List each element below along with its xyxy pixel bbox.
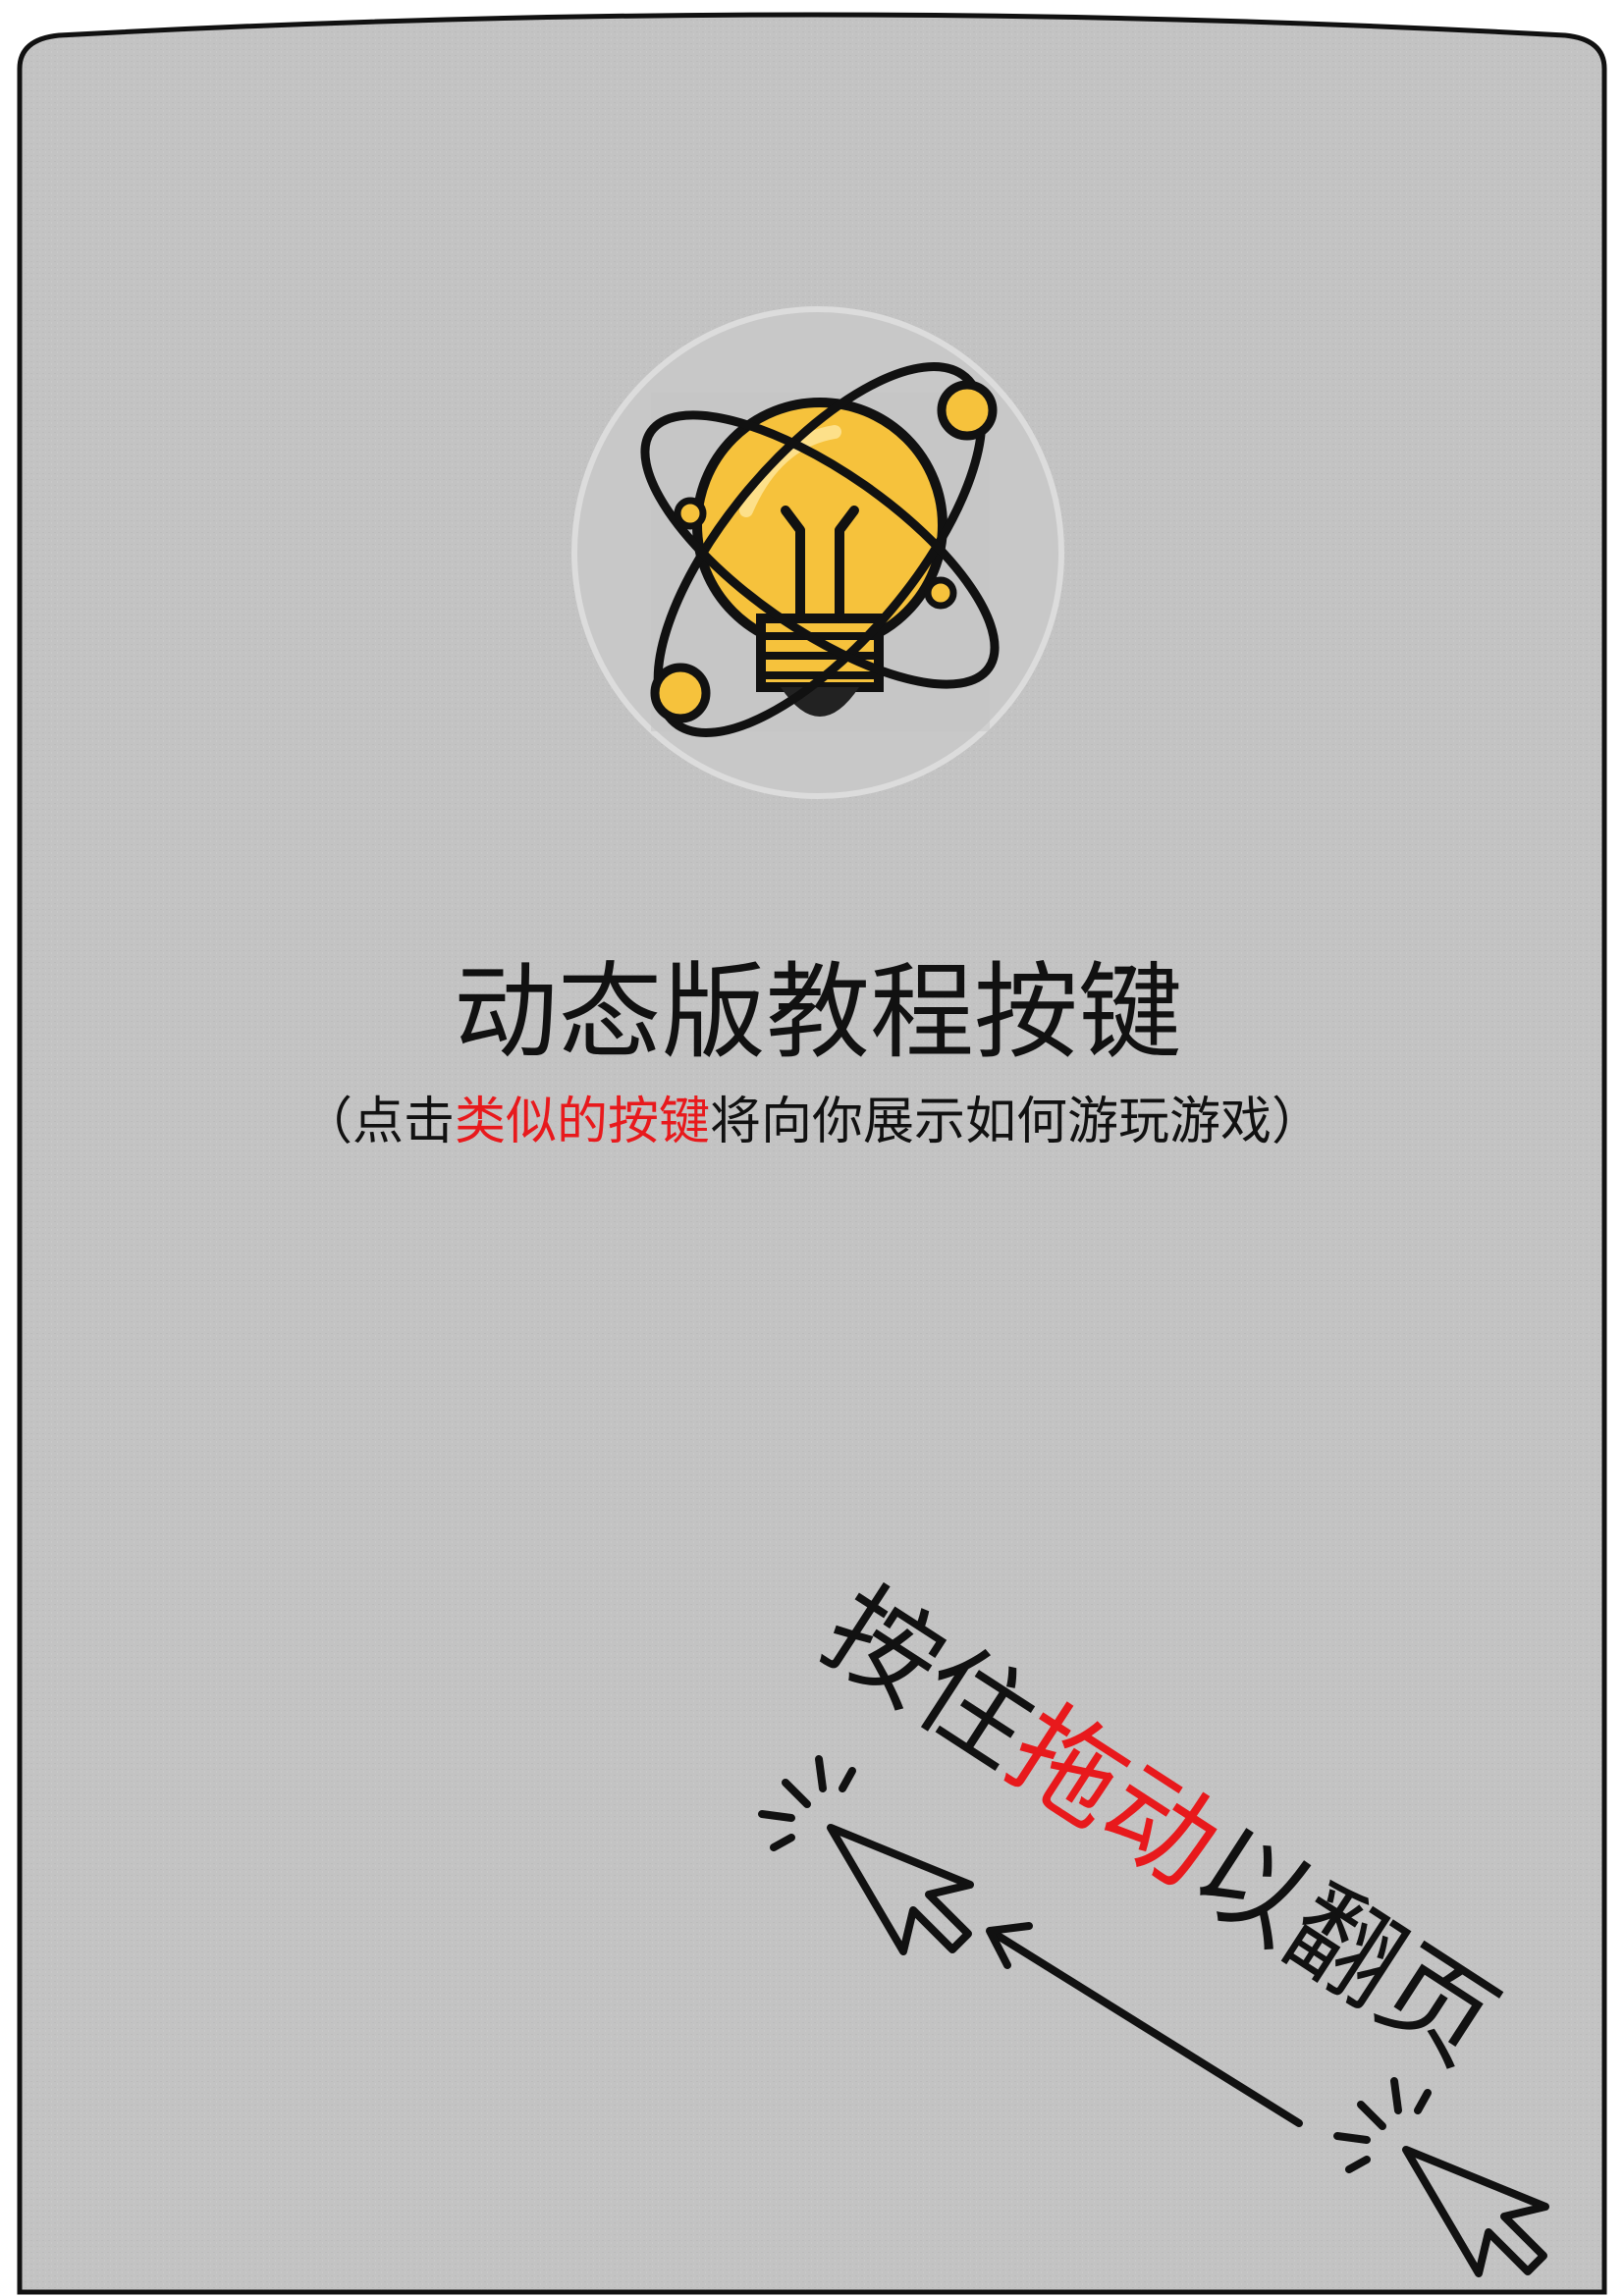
- subtitle: （点击类似的按键将向你展示如何游玩游戏）: [301, 1093, 1323, 1151]
- drag-illustration: [758, 1755, 1549, 2277]
- lightbulb-icon: [571, 306, 1064, 799]
- subtitle-text: （点击: [301, 1093, 455, 1151]
- subtitle-highlight: 类似的按键: [455, 1093, 710, 1151]
- title: 动态版教程按键: [454, 952, 1182, 1073]
- card-background: [17, 12, 1607, 2295]
- subtitle-text: 将向你展示如何游玩游戏）: [710, 1093, 1323, 1151]
